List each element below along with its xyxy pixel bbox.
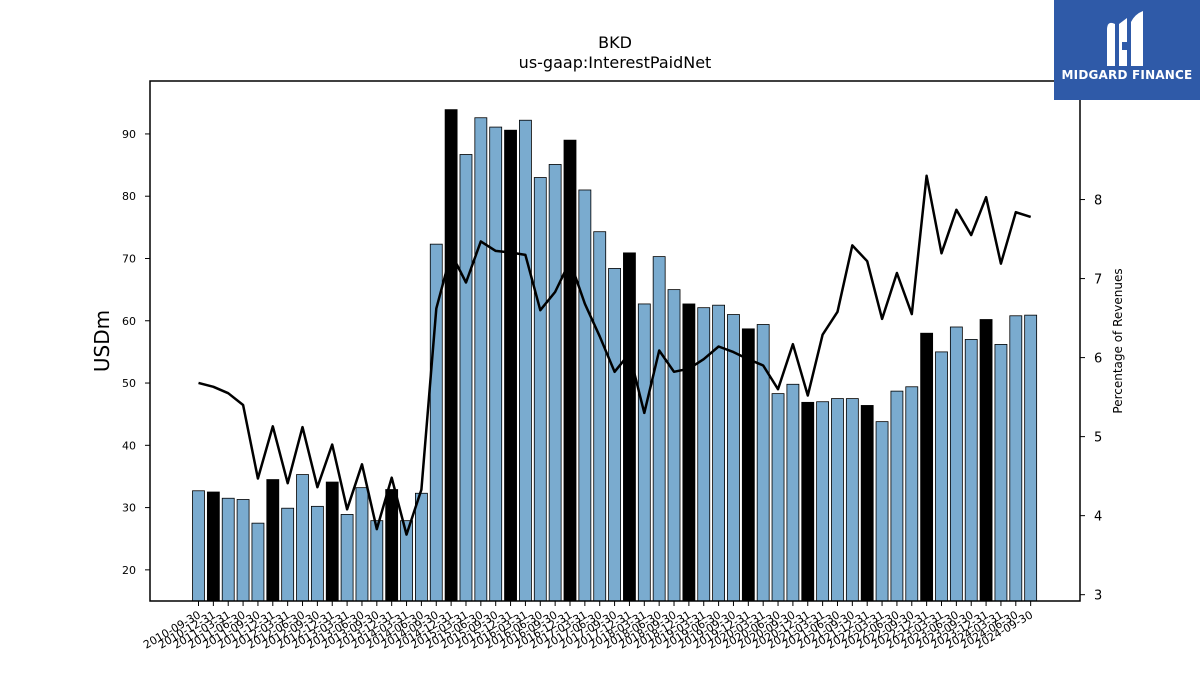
- bar-2017-03-31: [578, 189, 592, 602]
- bar-2011-03-31: [221, 497, 235, 602]
- bar-2018-03-31: [637, 303, 651, 602]
- y2-tick-label-5: 5: [1094, 431, 1102, 446]
- bar-2022-06-30: [890, 390, 904, 602]
- y-tick-label-80: 80: [122, 190, 136, 203]
- bar-2013-12-31: [385, 489, 399, 602]
- y-axis-label: USDm: [90, 310, 114, 372]
- bar-2024-03-31: [994, 344, 1008, 602]
- bar-2023-09-30: [964, 339, 978, 602]
- chart-subtitle: us-gaap:InterestPaidNet: [519, 53, 712, 72]
- y2-tick-label-6: 6: [1094, 352, 1102, 367]
- y-tick-label-90: 90: [122, 128, 136, 141]
- bar-2024-06-30: [1009, 315, 1023, 602]
- bar-2021-03-31: [816, 401, 830, 602]
- bar-2013-03-31: [340, 514, 354, 602]
- bar-2014-12-31: [444, 109, 458, 602]
- bar-2022-03-31: [875, 421, 889, 602]
- chart-title: BKD: [598, 33, 632, 52]
- bars-group: [192, 109, 1038, 602]
- bar-2012-12-31: [325, 481, 339, 602]
- y-tick-label-30: 30: [122, 502, 136, 515]
- y2-tick-label-4: 4: [1094, 510, 1102, 525]
- bar-2023-03-31: [935, 351, 948, 602]
- bar-2015-03-31: [459, 154, 473, 602]
- y-tick-label-60: 60: [122, 315, 136, 328]
- bar-2020-12-31: [801, 401, 815, 602]
- logo-text: MIDGARD FINANCE: [1061, 68, 1193, 82]
- bar-2011-12-31: [266, 479, 280, 602]
- bar-2011-09-30: [251, 522, 265, 602]
- bar-2021-06-30: [831, 398, 844, 602]
- y2-tick-label-7: 7: [1094, 273, 1102, 288]
- line-group: [198, 174, 1032, 536]
- bar-2010-09-30: [192, 490, 205, 602]
- bar-2016-06-30: [533, 177, 547, 602]
- bar-2020-09-30: [786, 383, 800, 602]
- bar-2016-03-31: [519, 119, 532, 602]
- y-tick-label-70: 70: [122, 252, 136, 265]
- y2-axis-label: Percentage of Revenues: [1111, 268, 1125, 413]
- bar-2020-06-30: [771, 393, 785, 602]
- bar-2015-09-30: [489, 126, 503, 602]
- bar-2019-09-30: [727, 314, 740, 602]
- bar-2021-12-31: [860, 405, 874, 602]
- bar-2012-06-30: [296, 474, 309, 602]
- bar-2015-12-31: [504, 129, 517, 602]
- bar-2018-06-30: [652, 256, 666, 602]
- bar-2013-06-30: [355, 487, 369, 602]
- bar-2010-12-31: [206, 491, 220, 602]
- y2-tick-label-3: 3: [1094, 589, 1102, 604]
- brand-logo: MIDGARD FINANCE: [1054, 0, 1200, 100]
- bar-2016-09-30: [548, 164, 562, 602]
- bar-2024-09-30: [1024, 314, 1038, 602]
- bar-2017-06-30: [593, 231, 607, 602]
- bar-2017-09-30: [608, 268, 621, 602]
- bar-2011-06-30: [236, 499, 250, 602]
- bar-2023-12-31: [979, 319, 993, 602]
- bar-2019-12-31: [741, 328, 755, 602]
- bar-2022-12-31: [920, 332, 934, 602]
- bar-2015-06-30: [474, 117, 488, 602]
- bar-2022-09-30: [905, 386, 919, 602]
- bar-2018-12-31: [682, 303, 696, 602]
- bar-2023-06-30: [949, 326, 963, 602]
- bar-2012-03-31: [281, 507, 295, 602]
- bar-2019-03-31: [697, 307, 711, 602]
- y-tick-label-20: 20: [122, 564, 136, 577]
- y-tick-label-40: 40: [122, 439, 136, 452]
- y2-tick-label-8: 8: [1094, 194, 1102, 209]
- bar-2016-12-31: [563, 139, 577, 602]
- bar-2012-09-30: [310, 505, 324, 602]
- axes-group: 20304050607080903456782010-09-302010-12-…: [122, 80, 1102, 652]
- bar-2021-09-30: [845, 398, 859, 602]
- y-tick-label-50: 50: [122, 377, 136, 390]
- bar-2017-12-31: [623, 252, 636, 602]
- pct-revenue-line: [198, 174, 1032, 536]
- logo-mark-icon: [1107, 11, 1143, 66]
- bar-2013-09-30: [370, 520, 384, 602]
- bar-2018-09-30: [667, 289, 681, 602]
- bar-2014-06-30: [414, 492, 428, 602]
